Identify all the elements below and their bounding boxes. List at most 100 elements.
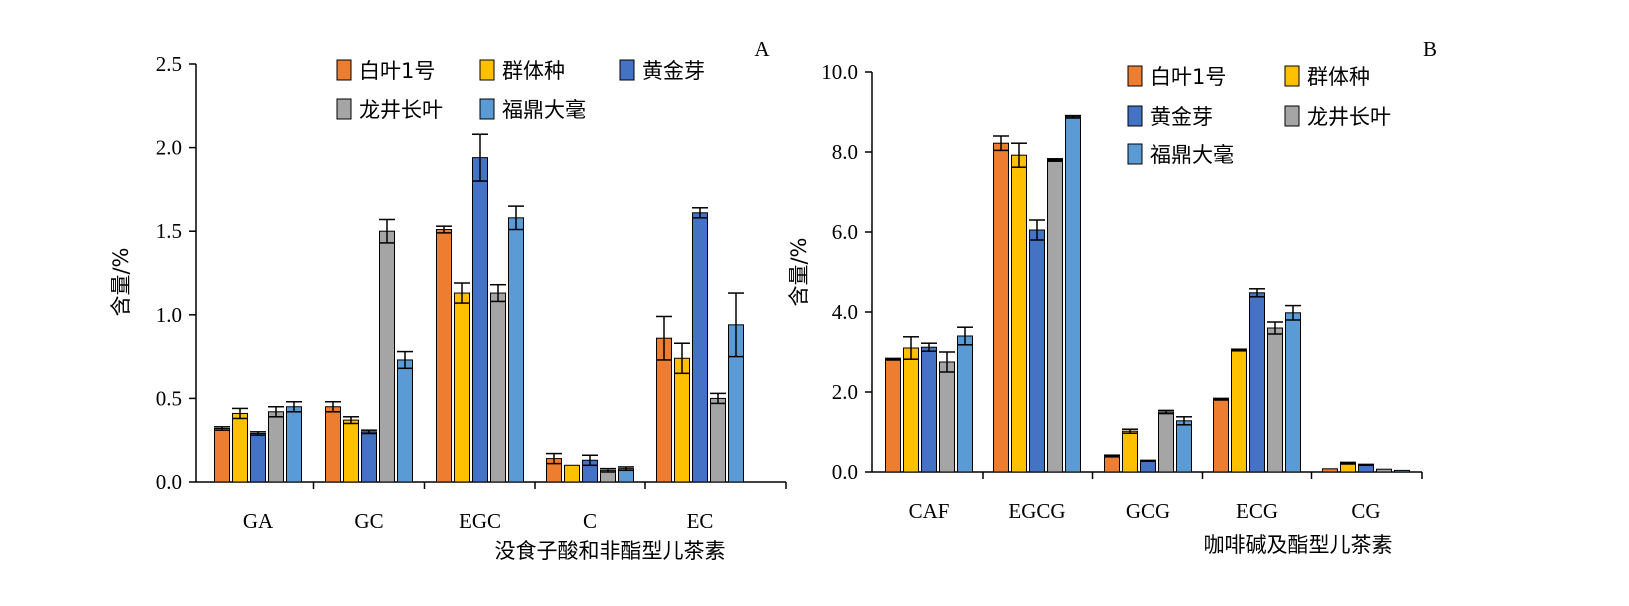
y-tick-label: 2.0 (832, 380, 858, 404)
series-5 (286, 205, 744, 483)
y-tick-label: 6.0 (832, 220, 858, 244)
bar (885, 358, 901, 473)
bar (903, 347, 919, 473)
bar (379, 230, 395, 483)
panel-label: A (754, 37, 770, 61)
legend-swatch (619, 59, 635, 81)
y-axis-title: 含量/% (109, 247, 133, 316)
y-tick-label: 10.0 (821, 60, 858, 84)
bar (1267, 327, 1283, 473)
legend-label: 群体种 (502, 59, 565, 83)
bar (1065, 116, 1081, 473)
x-axis-title: 没食子酸和非酯型儿茶素 (495, 539, 726, 563)
series-2 (232, 282, 690, 483)
x-tick-label: CG (1351, 499, 1380, 523)
series-1 (885, 135, 1338, 473)
y-tick-label: 2.5 (156, 52, 182, 76)
bar (1213, 398, 1229, 473)
legend-swatch (336, 59, 352, 81)
bar (508, 217, 524, 483)
bar (325, 406, 341, 483)
y-axis-title: 含量/% (787, 237, 811, 306)
x-axis-title: 咖啡碱及酯型儿茶素 (1204, 533, 1393, 557)
bar (674, 357, 690, 483)
x-tick-label: GCG (1126, 499, 1170, 523)
panel-a: 0.0 0.5 1.0 1.5 2.0 2.5 GA GC EGC C EC 白叶1号 群体种 黄金芽龙井… (109, 37, 787, 563)
y-tick-label: 1.5 (156, 219, 182, 243)
bar (1029, 229, 1045, 473)
legend-label: 龙井长叶 (359, 98, 443, 122)
bar (1158, 411, 1174, 473)
bar (564, 464, 580, 483)
legend-swatch (1127, 143, 1143, 165)
bar (472, 157, 488, 483)
series-1 (214, 225, 672, 483)
panel-label: B (1423, 37, 1437, 61)
bar (957, 335, 973, 473)
bar (232, 412, 248, 483)
legend-label: 福鼎大毫 (502, 98, 586, 122)
y-tick-label: 1.0 (156, 303, 182, 327)
series-5 (957, 114, 1410, 473)
bar (1176, 420, 1192, 473)
bar (1231, 349, 1247, 473)
legend-label: 群体种 (1307, 65, 1370, 89)
bar (1011, 154, 1027, 473)
y-tick-label: 8.0 (832, 140, 858, 164)
bar (397, 359, 413, 483)
legend-label: 福鼎大毫 (1150, 143, 1234, 167)
bar (710, 397, 726, 483)
y-tick-label: 0.5 (156, 386, 182, 410)
series-3 (250, 133, 708, 483)
bar (692, 212, 708, 483)
bar (1376, 468, 1392, 473)
bar (1322, 468, 1338, 473)
bar (214, 427, 230, 483)
legend-label: 白叶1号 (1150, 65, 1226, 89)
series-4 (268, 218, 726, 483)
x-tick-label: EC (687, 509, 714, 533)
y-tick-label: 2.0 (156, 136, 182, 160)
x-tick-label: GC (354, 509, 383, 533)
legend-swatch (1284, 105, 1300, 127)
panel-b: 0.0 2.0 4.0 6.0 8.0 10.0 CAF EGCG GCG ECG CG 白叶1号 群体… (787, 37, 1437, 557)
bar (1140, 460, 1156, 473)
bar (490, 292, 506, 483)
bar (1394, 469, 1410, 473)
bar (268, 411, 284, 483)
legend-swatch (1284, 65, 1300, 87)
legend-label: 黄金芽 (1150, 105, 1213, 129)
series-2 (903, 142, 1356, 473)
bar (939, 361, 955, 473)
bar (1104, 455, 1120, 473)
series-3 (921, 219, 1374, 473)
legend-swatch (1127, 105, 1143, 127)
legend: 白叶1号群体种黄金芽龙井长叶福鼎大毫 (1127, 65, 1391, 167)
x-tick-label: CAF (909, 499, 950, 523)
bar (436, 229, 452, 483)
legend-label: 白叶1号 (359, 59, 435, 83)
legend-swatch (336, 98, 352, 120)
bar (1285, 312, 1301, 473)
x-tick-label: C (583, 509, 597, 533)
bar (993, 142, 1009, 473)
y-tick-label: 4.0 (832, 300, 858, 324)
bar (1047, 159, 1063, 473)
series-4 (939, 158, 1392, 473)
x-tick-label: EGC (459, 509, 501, 533)
legend-label: 黄金芽 (642, 59, 705, 83)
bar (1249, 292, 1265, 473)
legend-swatch (479, 98, 495, 120)
x-tick-label: GA (243, 509, 274, 533)
legend-swatch (479, 59, 495, 81)
legend-swatch (1127, 65, 1143, 87)
x-tick-label: ECG (1236, 499, 1278, 523)
y-tick-label: 0.0 (156, 470, 182, 494)
bar (250, 433, 266, 483)
bar (454, 292, 470, 483)
y-tick-label: 0.0 (832, 460, 858, 484)
bar (286, 406, 302, 483)
